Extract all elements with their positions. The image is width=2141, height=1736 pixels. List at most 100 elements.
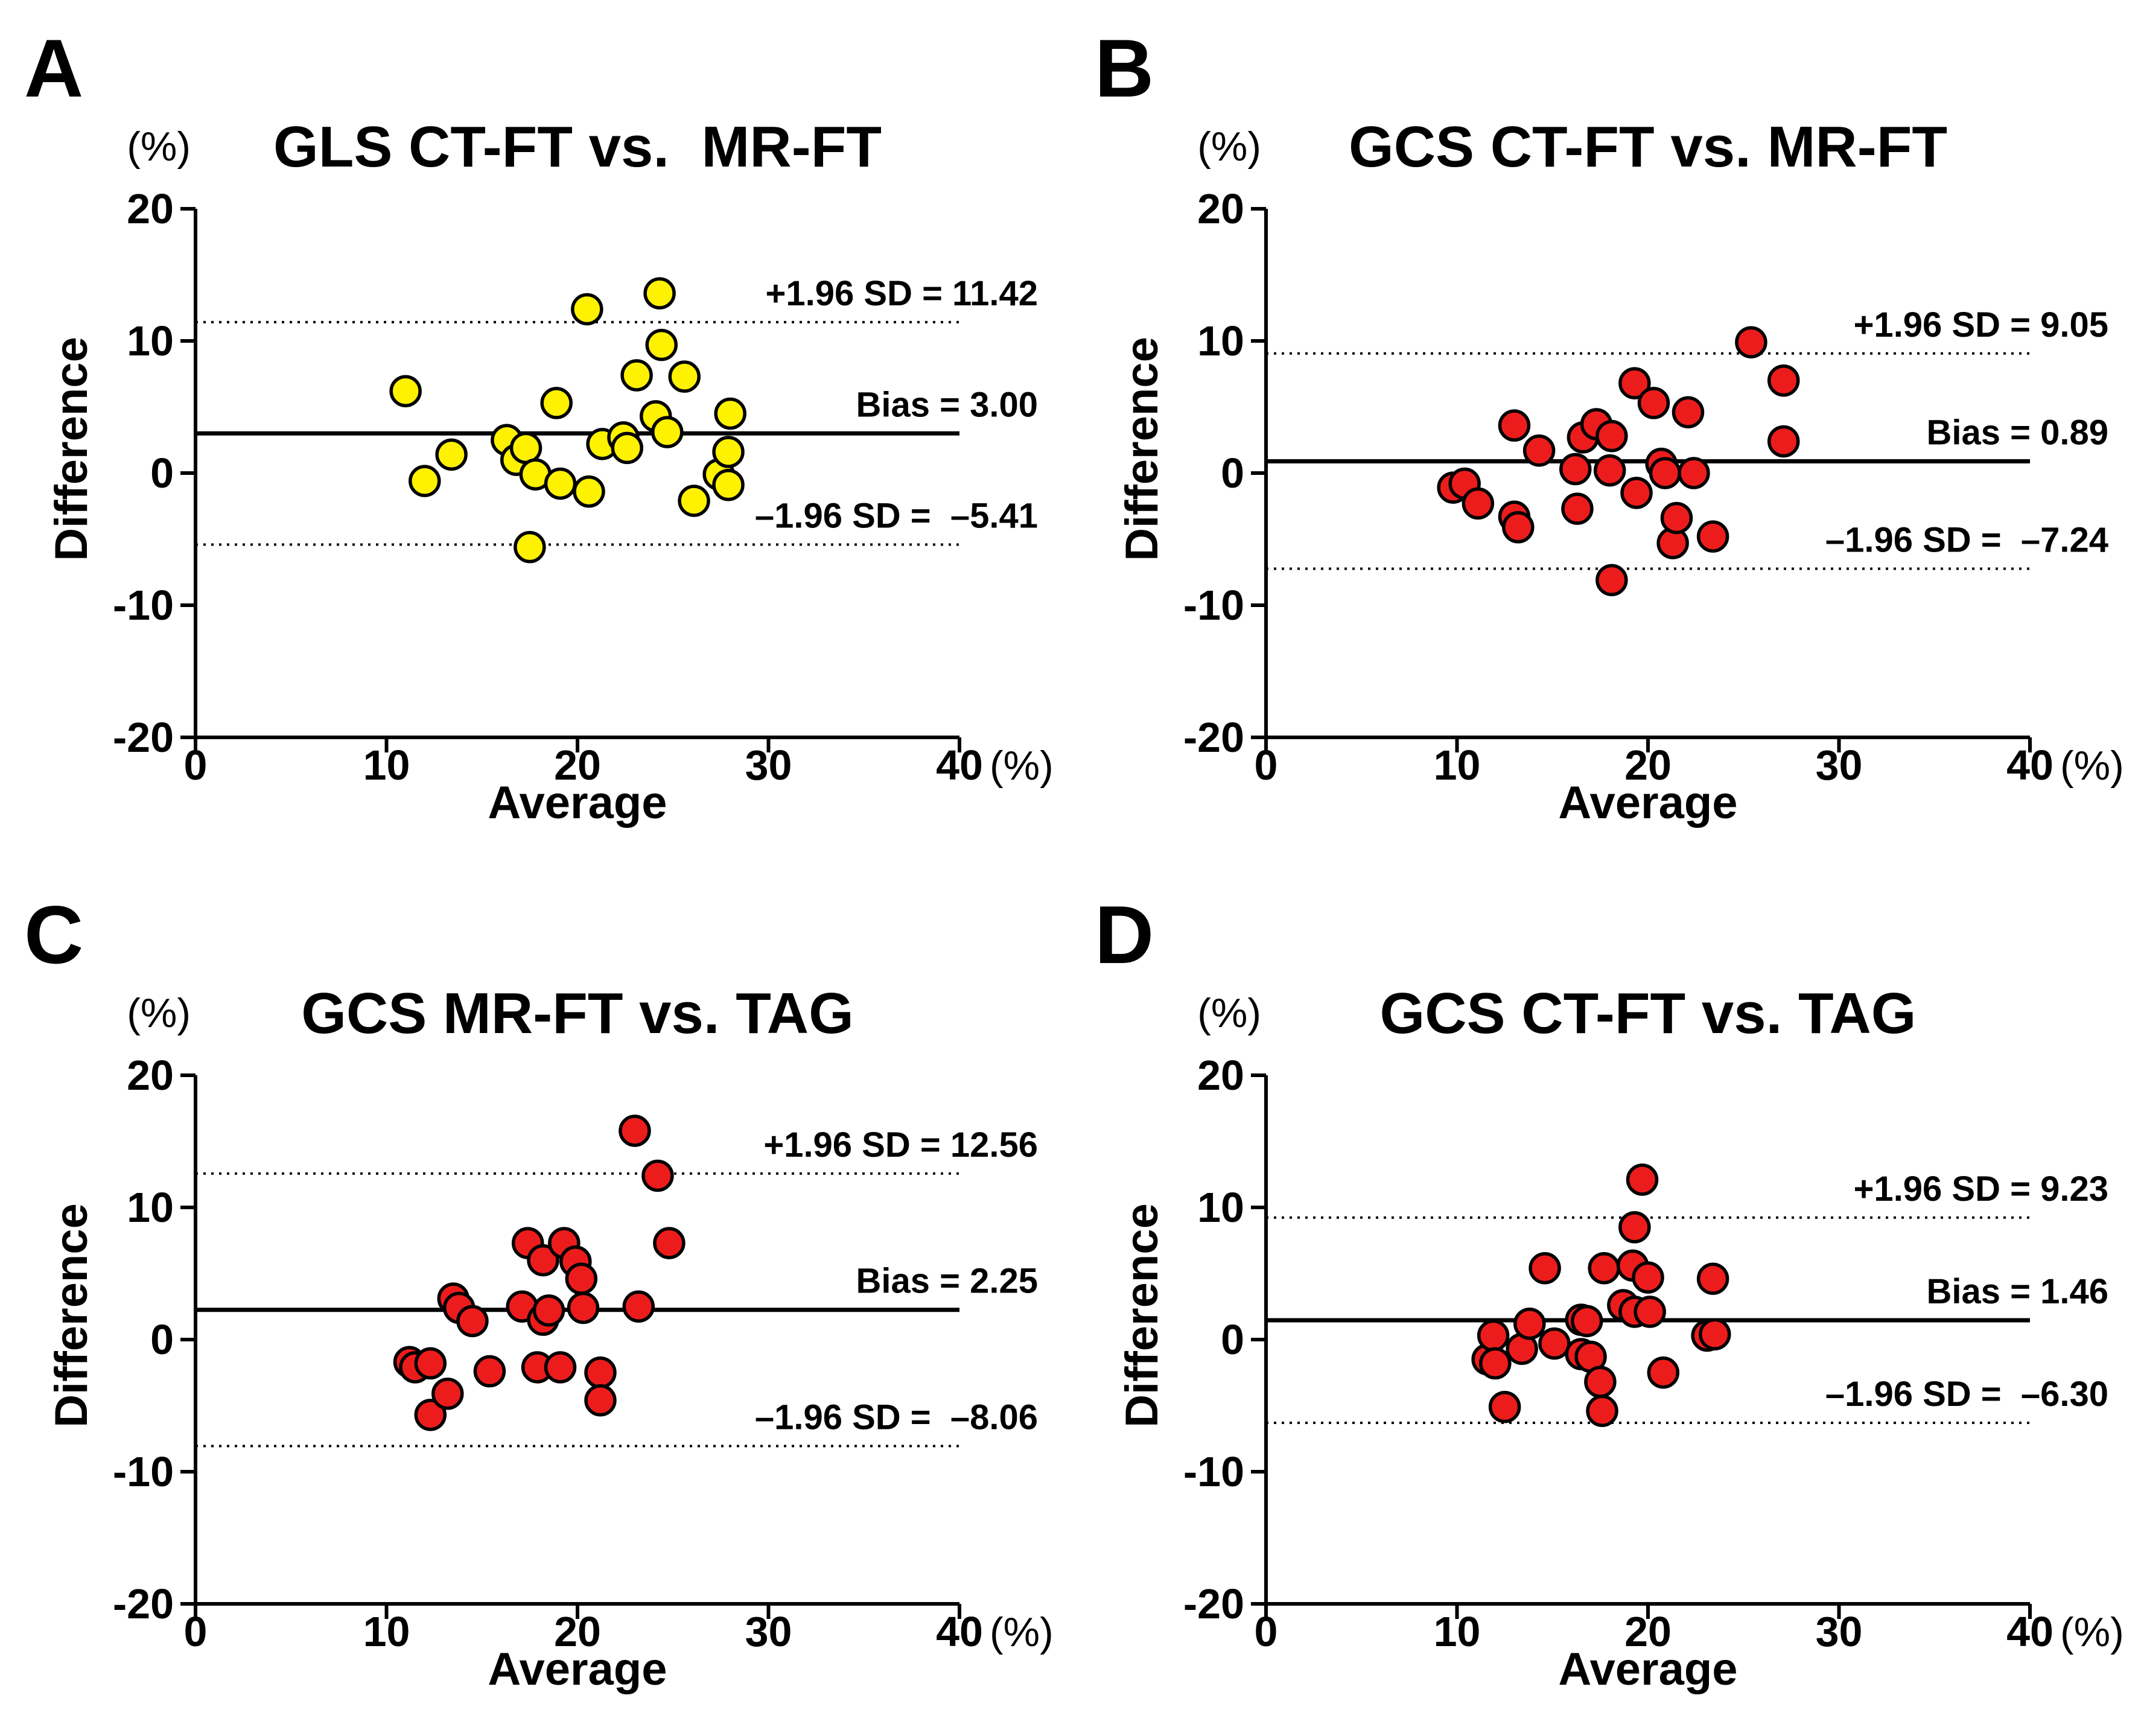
data-point (473, 1355, 506, 1388)
data-point (571, 293, 603, 326)
x-tick-label: 10 (363, 1608, 410, 1655)
y-tick-label: 10 (127, 317, 174, 364)
data-point (653, 1227, 686, 1259)
data-point (1649, 457, 1682, 489)
data-point (532, 1294, 565, 1327)
data-point (1634, 1296, 1666, 1328)
y-tick-label: 0 (150, 1316, 174, 1363)
data-point (620, 359, 653, 392)
data-point (678, 485, 710, 517)
panel-letter: A (24, 22, 83, 114)
x-tick-label: 10 (1434, 742, 1481, 789)
lower-loa-label: –1.96 SD = –7.24 (1825, 521, 2108, 560)
data-point (1513, 1307, 1546, 1340)
data-point (584, 1384, 617, 1417)
x-tick-label: 30 (745, 1608, 792, 1655)
x-tick-label: 10 (1434, 1608, 1481, 1655)
data-point (1620, 477, 1653, 509)
data-point (1767, 364, 1800, 397)
data-point (1479, 1347, 1512, 1380)
data-point (1561, 492, 1594, 525)
data-point (567, 1291, 600, 1324)
data-point (619, 1114, 651, 1147)
x-tick-label: 30 (1816, 742, 1863, 789)
y-tick-label: -20 (113, 714, 174, 761)
upper-loa-label: +1.96 SD = 9.23 (1854, 1169, 2108, 1209)
panel-b: B GCS CT-FT vs. MR-FT (%) +1.96 SD = 9.05 Bi… (1070, 0, 2141, 866)
data-point (540, 387, 573, 419)
x-tick-label: 10 (363, 742, 410, 789)
plot-title: GCS MR-FT vs. TAG (301, 981, 854, 1046)
data-point (1626, 1163, 1659, 1196)
data-point (712, 436, 745, 468)
data-point (1586, 1394, 1618, 1428)
y-axis-unit: (%) (127, 990, 191, 1036)
x-axis-label: Average (1558, 1644, 1737, 1695)
y-tick-label: -20 (1183, 1580, 1244, 1627)
data-point (544, 1351, 577, 1384)
data-point (1637, 387, 1670, 419)
data-point (1498, 409, 1531, 442)
x-axis-label: Average (488, 1644, 667, 1695)
data-point (643, 277, 676, 310)
data-point (1735, 326, 1767, 358)
y-tick-label: -10 (1183, 582, 1244, 629)
x-tick-label: 20 (1624, 1608, 1672, 1655)
x-axis-unit: (%) (990, 743, 1054, 789)
lower-loa-label: –1.96 SD = –6.30 (1825, 1375, 2108, 1414)
x-tick-label: 0 (184, 742, 208, 789)
data-point (641, 1159, 674, 1192)
data-point (1588, 1251, 1620, 1285)
y-tick-label: 10 (1197, 1184, 1244, 1231)
y-axis-label: Difference (1116, 1203, 1168, 1428)
data-point (622, 1290, 655, 1323)
x-axis-label: Average (488, 777, 667, 828)
panel-a: A GLS CT-FT vs. MR-FT (%) +1.96 SD = 11.42 B… (0, 0, 1070, 866)
y-tick-label: 0 (1221, 1316, 1244, 1363)
data-point (1538, 1327, 1571, 1360)
data-point (1502, 511, 1535, 544)
panel-letter: B (1095, 22, 1154, 114)
data-point (1696, 1262, 1729, 1296)
data-point (1477, 1319, 1510, 1352)
y-axis-label: Difference (46, 337, 97, 561)
data-point (714, 397, 746, 430)
panel-c: C GCS MR-FT vs. TAG (%) +1.96 SD = 12.56 Bia… (0, 866, 1070, 1733)
data-point (1696, 520, 1729, 553)
x-tick-label: 0 (1255, 742, 1278, 789)
data-point (1632, 1261, 1664, 1294)
data-point (414, 1347, 447, 1380)
data-point (435, 438, 468, 471)
y-tick-label: 20 (1197, 185, 1244, 232)
y-axis-label: Difference (46, 1203, 97, 1428)
data-point (1678, 457, 1710, 489)
data-point (509, 431, 542, 465)
data-point (1672, 396, 1705, 429)
bias-label: Bias = 1.46 (1927, 1272, 2109, 1311)
y-tick-label: -10 (113, 1448, 174, 1495)
y-axis-unit: (%) (1197, 124, 1261, 170)
data-point (573, 475, 605, 508)
y-tick-label: 20 (127, 1052, 174, 1099)
data-point (565, 1262, 598, 1296)
upper-loa-label: +1.96 SD = 11.42 (766, 274, 1038, 313)
x-tick-label: 20 (1624, 742, 1672, 789)
x-tick-label: 30 (1816, 1608, 1863, 1655)
x-axis-unit: (%) (2060, 743, 2124, 789)
data-point (514, 530, 546, 564)
data-point (527, 1244, 559, 1277)
y-axis-unit: (%) (127, 124, 191, 170)
y-tick-label: 20 (127, 185, 174, 232)
x-tick-label: 20 (554, 1608, 601, 1655)
scatter-plot-panel-c: C GCS MR-FT vs. TAG (%) +1.96 SD = 12.56 Bia… (24, 889, 1054, 1695)
data-point (1767, 425, 1800, 458)
plot-title: GCS CT-FT vs. MR-FT (1349, 115, 1947, 179)
data-point (1488, 1390, 1521, 1423)
data-point (1593, 454, 1626, 487)
data-point (389, 375, 422, 407)
data-point (1529, 1251, 1561, 1285)
y-tick-label: -20 (1183, 714, 1244, 761)
x-tick-label: 0 (184, 1608, 208, 1655)
data-point (1618, 367, 1651, 399)
data-point (544, 467, 577, 500)
